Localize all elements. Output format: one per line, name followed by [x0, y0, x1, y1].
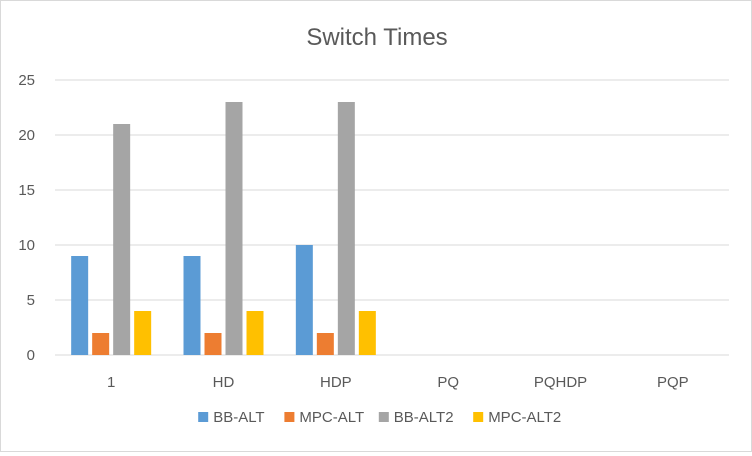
x-tick-label: HDP — [320, 374, 352, 391]
bar-bb-alt2-hd — [225, 102, 243, 355]
bars — [71, 102, 376, 355]
legend-swatch-bb-alt — [198, 412, 209, 422]
legend-swatch-mpc-alt — [284, 412, 295, 422]
y-axis-ticks: 0 5 10 15 20 25 — [18, 72, 35, 364]
legend: BB-ALT MPC-ALT BB-ALT2 MPC-ALT2 — [198, 409, 561, 426]
y-tick-label: 10 — [18, 237, 35, 254]
legend-label: BB-ALT — [213, 409, 264, 426]
bar-bb-alt-hdp — [295, 245, 313, 355]
x-tick-label: 1 — [107, 374, 115, 391]
bar-bb-alt-1 — [71, 256, 89, 355]
x-tick-label: PQ — [437, 374, 459, 391]
bar-bb-alt-hd — [183, 256, 201, 355]
chart-title: Switch Times — [306, 24, 447, 51]
y-tick-label: 15 — [18, 182, 35, 199]
legend-swatch-bb-alt2 — [378, 412, 389, 422]
legend-label: MPC-ALT2 — [488, 409, 561, 426]
legend-swatch-mpc-alt2 — [473, 412, 484, 422]
x-tick-label: PQP — [657, 374, 689, 391]
bar-mpc-alt-hdp — [316, 333, 334, 355]
y-tick-label: 20 — [18, 127, 35, 144]
x-axis-ticks: 1 HD HDP PQ PQHDP PQP — [107, 374, 689, 391]
bar-mpc-alt2-1 — [134, 311, 152, 355]
bar-bb-alt2-hdp — [337, 102, 355, 355]
y-tick-label: 25 — [18, 72, 35, 89]
bar-mpc-alt2-hd — [246, 311, 264, 355]
legend-label: BB-ALT2 — [394, 409, 454, 426]
x-tick-label: HD — [213, 374, 235, 391]
bar-bb-alt2-1 — [113, 124, 131, 355]
legend-label: MPC-ALT — [299, 409, 364, 426]
y-tick-label: 5 — [27, 292, 35, 309]
y-tick-label: 0 — [27, 347, 35, 364]
gridlines — [55, 79, 729, 356]
bar-mpc-alt2-hdp — [358, 311, 376, 355]
bar-mpc-alt-1 — [92, 333, 110, 355]
bar-mpc-alt-hd — [204, 333, 222, 355]
x-tick-label: PQHDP — [534, 374, 587, 391]
